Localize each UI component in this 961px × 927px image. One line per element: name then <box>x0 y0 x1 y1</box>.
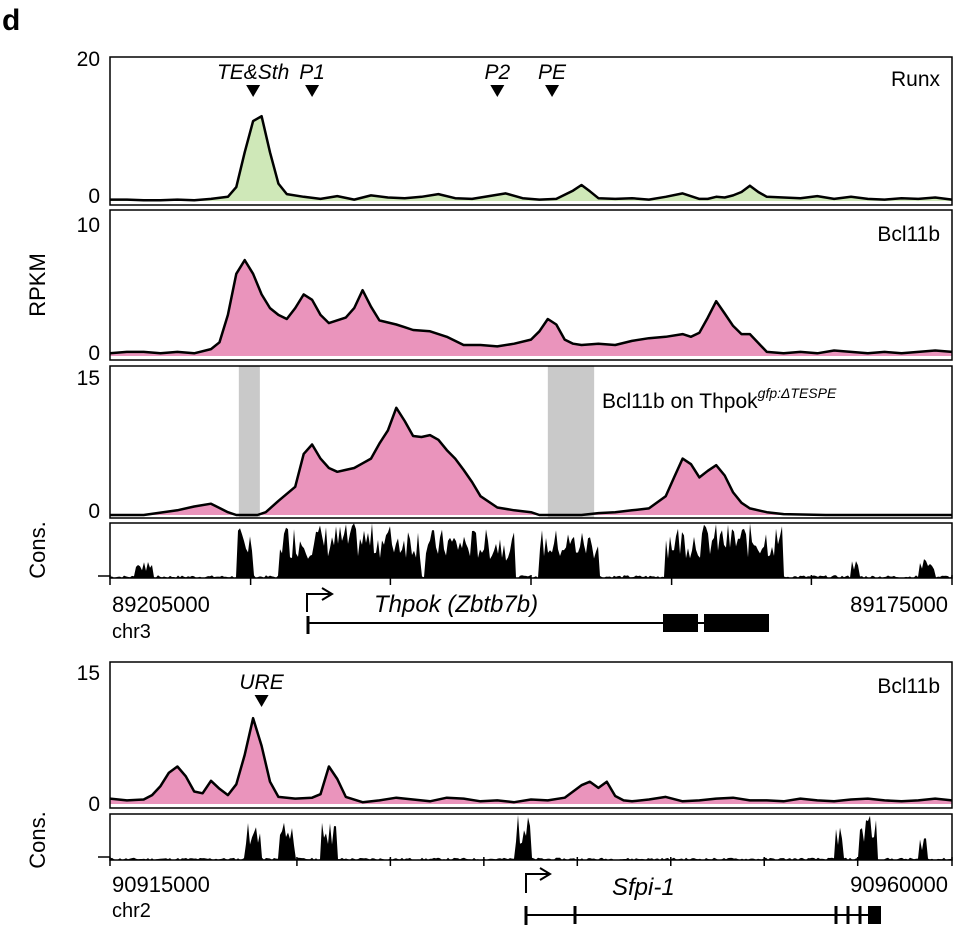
runx-ytick-max: 20 <box>77 48 100 71</box>
chromosome-label-2: chr2 <box>112 900 151 922</box>
coord-right-2: 90960000 <box>850 872 948 897</box>
y-axis-label: RPKM <box>25 253 50 317</box>
cons-label-2: Cons. <box>25 811 50 868</box>
signal-line <box>110 406 952 517</box>
runx-markers: TE&Sth P1 P2 PE <box>217 61 567 97</box>
deleted-region <box>547 366 595 518</box>
bcl11b-sfpi1-track-label: Bcl11b <box>877 675 940 698</box>
bcl11b-sfpi1-ytick-max: 15 <box>77 662 100 685</box>
deleted-region <box>238 366 260 518</box>
coordinate-ticks-1 <box>109 575 953 585</box>
coord-left-1: 89205000 <box>112 592 210 617</box>
conservation-track-1: 89205000 89175000 chr3 <box>98 522 953 643</box>
track-bcl11b-sfpi1: URE 15 0 Bcl11b <box>77 661 953 816</box>
track-bcl11b: 10 0 Bcl11b <box>77 209 953 365</box>
bcl11b-signal <box>109 258 953 356</box>
conservation-signal-2 <box>110 814 952 860</box>
conservation-signal-1 <box>110 523 952 578</box>
signal-area <box>110 407 952 515</box>
bcl11b-thpok-signal <box>110 406 952 517</box>
signal-line <box>109 258 953 355</box>
bcl11b-track-label: Bcl11b <box>877 223 940 246</box>
marker-label: P1 <box>299 61 325 84</box>
bcl11b-sfpi1-markers: URE <box>239 671 285 707</box>
marker-triangle-icon <box>305 85 320 97</box>
tss-arrow-icon <box>306 587 334 612</box>
track-runx: TE&Sth P1 P2 PE 20 0 Runx <box>77 48 953 208</box>
bcl11b-thpok-ytick-max: 15 <box>77 367 100 390</box>
conservation-frame-2 <box>109 813 953 861</box>
coordinate-ticks-2 <box>109 857 953 866</box>
track-bcl11b-thpok: 15 0 Bcl11b on Thpokgfp:ΔTESPE <box>77 365 953 523</box>
gene-model-thpok: Thpok (Zbtb7b) <box>306 587 769 634</box>
bcl11b-thpok-ytick-zero: 0 <box>88 500 100 523</box>
marker-label: P2 <box>484 61 510 84</box>
runx-signal <box>110 114 953 202</box>
marker-label: PE <box>538 61 567 84</box>
bcl11b-sfpi1-signal <box>109 716 953 804</box>
conservation-profile <box>110 814 952 860</box>
panel-letter: d <box>2 4 20 37</box>
marker-triangle-icon <box>545 85 560 97</box>
tss-arrow-icon <box>525 867 552 893</box>
bcl11b-ytick-max: 10 <box>77 214 100 237</box>
marker-triangle-icon <box>490 85 505 97</box>
gene-name-2: Sfpi-1 <box>612 874 675 901</box>
conservation-frame-1 <box>109 522 953 579</box>
signal-line <box>110 114 953 202</box>
gene-name-1: Thpok (Zbtb7b) <box>374 591 538 618</box>
exon-block <box>868 906 881 924</box>
marker-triangle-icon <box>246 85 261 97</box>
signal-area <box>110 260 952 356</box>
conservation-profile <box>110 523 952 578</box>
bcl11b-sfpi1-frame <box>109 661 953 809</box>
runx-frame <box>109 56 953 206</box>
marker-label: TE&Sth <box>217 61 289 84</box>
marker-triangle-icon <box>254 695 269 707</box>
exon-block <box>663 614 698 632</box>
track-label-superscript: gfp:ΔTESPE <box>758 385 837 401</box>
cons-label-1: Cons. <box>25 521 50 578</box>
coord-left-2: 90915000 <box>112 872 210 897</box>
chromosome-label-1: chr3 <box>112 621 151 643</box>
bcl11b-ytick-zero: 0 <box>88 342 100 365</box>
exon-block <box>704 614 769 632</box>
deleted-regions <box>238 366 595 518</box>
signal-area <box>110 718 952 804</box>
signal-line <box>109 716 953 804</box>
bcl11b-sfpi1-ytick-zero: 0 <box>88 793 100 816</box>
track-label-main: Bcl11b on Thpok <box>602 390 758 413</box>
conservation-track-2: 90915000 90960000 chr2 <box>98 813 953 922</box>
bcl11b-thpok-frame <box>109 365 953 519</box>
bcl11b-frame <box>109 209 953 361</box>
gene-model-sfpi1: Sfpi-1 <box>524 867 881 925</box>
runx-track-label: Runx <box>891 68 941 91</box>
marker-label: URE <box>239 671 284 694</box>
bcl11b-thpok-track-label: Bcl11b on Thpokgfp:ΔTESPE <box>602 385 837 413</box>
runx-ytick-zero: 0 <box>88 185 100 208</box>
coord-right-1: 89175000 <box>850 592 948 617</box>
